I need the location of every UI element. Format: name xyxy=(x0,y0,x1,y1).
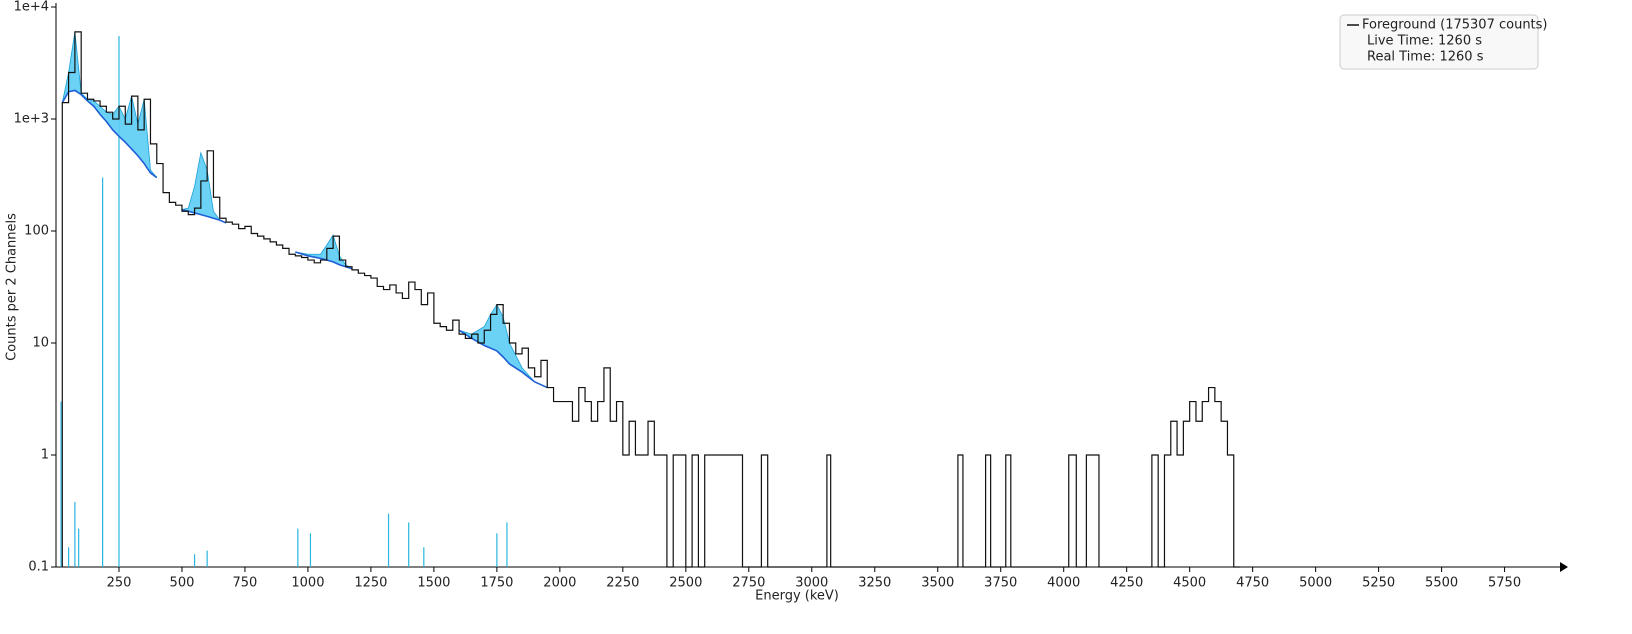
x-tick-label: 1250 xyxy=(354,576,387,591)
legend-box xyxy=(1339,14,1539,70)
y-tick-label: 1e+3 xyxy=(14,112,49,127)
continuum-line xyxy=(181,208,227,224)
x-tick-label: 5000 xyxy=(1299,576,1332,591)
y-tick-label: 100 xyxy=(24,224,49,239)
y-axis-label: Counts per 2 Channels xyxy=(5,213,20,361)
x-tick-label: 2500 xyxy=(669,576,702,591)
x-tick-label: 2750 xyxy=(732,576,765,591)
x-axis-label: Energy (keV) xyxy=(755,589,839,604)
x-tick-label: 3000 xyxy=(795,576,828,591)
x-tick-label: 1500 xyxy=(417,576,450,591)
legend-note: Real Time: 1260 s xyxy=(1367,50,1484,65)
x-tick-label: 2000 xyxy=(543,576,576,591)
x-tick-label: 4000 xyxy=(1047,576,1080,591)
x-tick-label: 4500 xyxy=(1173,576,1206,591)
x-tick-label: 4750 xyxy=(1236,576,1269,591)
x-tick-label: 5750 xyxy=(1488,576,1521,591)
x-tick-label: 3750 xyxy=(984,576,1017,591)
y-tick-label: 10 xyxy=(32,336,49,351)
continuum-line xyxy=(61,89,158,179)
x-tick-label: 750 xyxy=(233,576,258,591)
x-tick-label: 4250 xyxy=(1110,576,1143,591)
y-tick-label: 1e+4 xyxy=(14,0,49,15)
x-tick-label: 500 xyxy=(170,576,195,591)
x-axis-arrow xyxy=(1560,562,1568,572)
x-tick-label: 3250 xyxy=(858,576,891,591)
peak-area xyxy=(295,234,353,270)
x-tick-label: 2250 xyxy=(606,576,639,591)
legend-label: Foreground (175307 counts) xyxy=(1362,18,1548,33)
peak-area xyxy=(61,31,158,178)
x-tick-label: 5500 xyxy=(1425,576,1458,591)
x-tick-label: 3500 xyxy=(921,576,954,591)
y-tick-label: 0.1 xyxy=(28,560,49,575)
spectrum-line xyxy=(61,31,1241,568)
continuum-line xyxy=(295,251,353,270)
legend-note: Live Time: 1260 s xyxy=(1367,34,1482,49)
x-tick-label: 250 xyxy=(107,576,132,591)
y-tick-label: 1 xyxy=(41,448,49,463)
x-tick-label: 1000 xyxy=(291,576,324,591)
x-tick-label: 5250 xyxy=(1362,576,1395,591)
x-tick-label: 1750 xyxy=(480,576,513,591)
